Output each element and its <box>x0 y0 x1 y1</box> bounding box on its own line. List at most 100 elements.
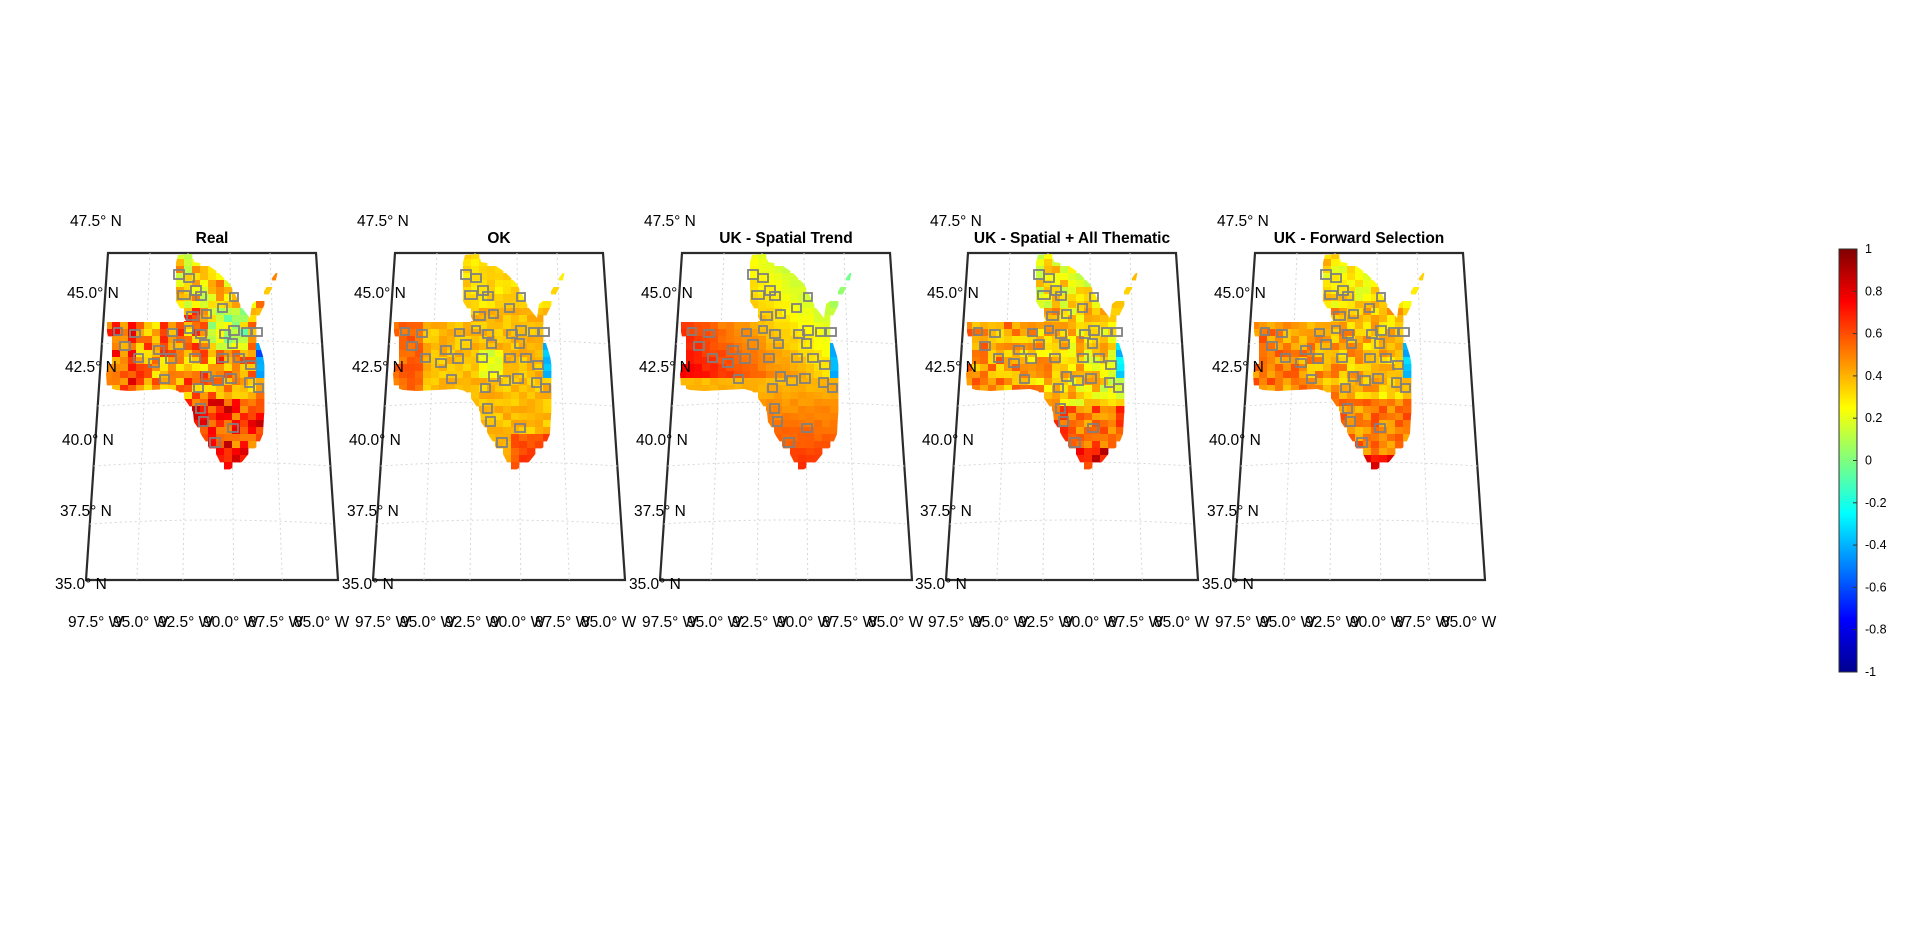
county-cell <box>152 329 161 337</box>
county-cell <box>782 322 791 330</box>
county-cell <box>1339 399 1348 407</box>
sample-county-outline <box>1342 329 1354 339</box>
county-cell <box>806 434 815 442</box>
county-cell <box>1012 371 1021 379</box>
county-cell <box>248 364 257 372</box>
county-cell <box>399 350 408 358</box>
county-cell <box>1076 420 1085 428</box>
county-cell <box>1068 280 1077 288</box>
county-cell <box>1355 441 1364 449</box>
sample-county-outline <box>173 339 185 350</box>
county-cell <box>758 378 767 386</box>
county-cell <box>136 371 145 379</box>
county-cell <box>822 385 831 393</box>
county-cell <box>192 357 201 365</box>
county-cell <box>1116 413 1125 421</box>
county-cell <box>248 301 257 309</box>
county-cell <box>1275 329 1284 337</box>
county-cell <box>160 357 169 365</box>
county-cell <box>1052 273 1061 281</box>
sample-county-outline <box>799 373 811 384</box>
county-cell <box>1283 371 1292 379</box>
county-cell <box>1371 441 1380 449</box>
county-cell <box>694 350 703 358</box>
county-cell <box>1371 364 1380 372</box>
county-cell <box>1020 329 1029 337</box>
county-cell <box>184 280 193 288</box>
longitude-label: 90.0° W <box>203 614 259 631</box>
county-cell <box>1012 378 1021 386</box>
county-cell <box>248 420 257 428</box>
county-cell <box>216 420 225 428</box>
county-cell <box>455 322 464 330</box>
county-cell <box>1283 364 1292 372</box>
county-cell <box>503 357 512 365</box>
county-cell <box>790 406 799 414</box>
county-cell <box>766 385 775 393</box>
longitude-label: 85.0° W <box>1441 614 1497 631</box>
county-cell <box>830 406 839 414</box>
county-cell <box>1116 427 1125 435</box>
county-cell <box>495 266 504 274</box>
county-cell <box>710 378 719 386</box>
longitude-label: 87.5° W <box>822 614 878 631</box>
county-cell <box>495 427 504 435</box>
county-cell <box>479 287 488 295</box>
county-cell <box>1403 385 1412 393</box>
county-cell <box>1291 322 1300 330</box>
county-cell <box>1347 427 1356 435</box>
county-cell <box>495 406 504 414</box>
county-cell <box>511 434 520 442</box>
county-cell <box>1323 357 1332 365</box>
county-cell <box>1100 413 1109 421</box>
sample-county-outline <box>1376 292 1386 302</box>
longitude-label: 85.0° W <box>294 614 350 631</box>
county-cell <box>232 392 241 400</box>
sample-county-outline <box>1300 345 1312 355</box>
county-cell <box>1060 350 1069 358</box>
county-cell <box>200 399 209 407</box>
county-cell <box>694 385 703 393</box>
sample-county-outline <box>1069 437 1081 448</box>
county-cell <box>248 371 257 379</box>
county-cell <box>766 336 775 344</box>
sample-county-outline <box>189 353 201 363</box>
county-cell <box>216 455 225 463</box>
county-cell <box>184 336 193 344</box>
sample-county-outline <box>1306 374 1317 384</box>
county-cell <box>988 343 997 351</box>
county-cell <box>1068 399 1077 407</box>
county-cell <box>393 322 400 330</box>
sample-county-outline <box>183 273 195 283</box>
county-cell <box>1299 357 1308 365</box>
sample-county-outline <box>1105 360 1117 370</box>
county-cell <box>479 322 488 330</box>
county-cell <box>758 350 767 358</box>
county-cell <box>248 399 257 407</box>
county-cell <box>814 343 823 351</box>
sample-county-outline <box>1088 325 1100 336</box>
county-cell <box>407 364 416 372</box>
county-cell <box>160 329 169 337</box>
county-cell <box>208 441 217 449</box>
choropleth <box>1253 254 1425 470</box>
county-cell <box>208 406 217 414</box>
sample-county-outline <box>420 353 431 363</box>
county-cell <box>543 371 552 379</box>
latitude-label: 40.0° N <box>922 432 974 449</box>
county-cell <box>1395 441 1404 449</box>
county-cell <box>431 350 440 358</box>
county-cell <box>479 266 488 274</box>
county-cell <box>200 343 209 351</box>
county-cell <box>694 322 703 330</box>
county-cell <box>1371 413 1380 421</box>
county-cell <box>680 371 687 379</box>
county-cell <box>184 350 193 358</box>
county-cell <box>1395 301 1404 309</box>
county-cell <box>495 343 504 351</box>
county-cell <box>1299 322 1308 330</box>
county-cell <box>694 329 703 337</box>
county-cell <box>1275 336 1284 344</box>
latitude-label: 37.5° N <box>634 503 686 520</box>
county-cell <box>1267 357 1276 365</box>
